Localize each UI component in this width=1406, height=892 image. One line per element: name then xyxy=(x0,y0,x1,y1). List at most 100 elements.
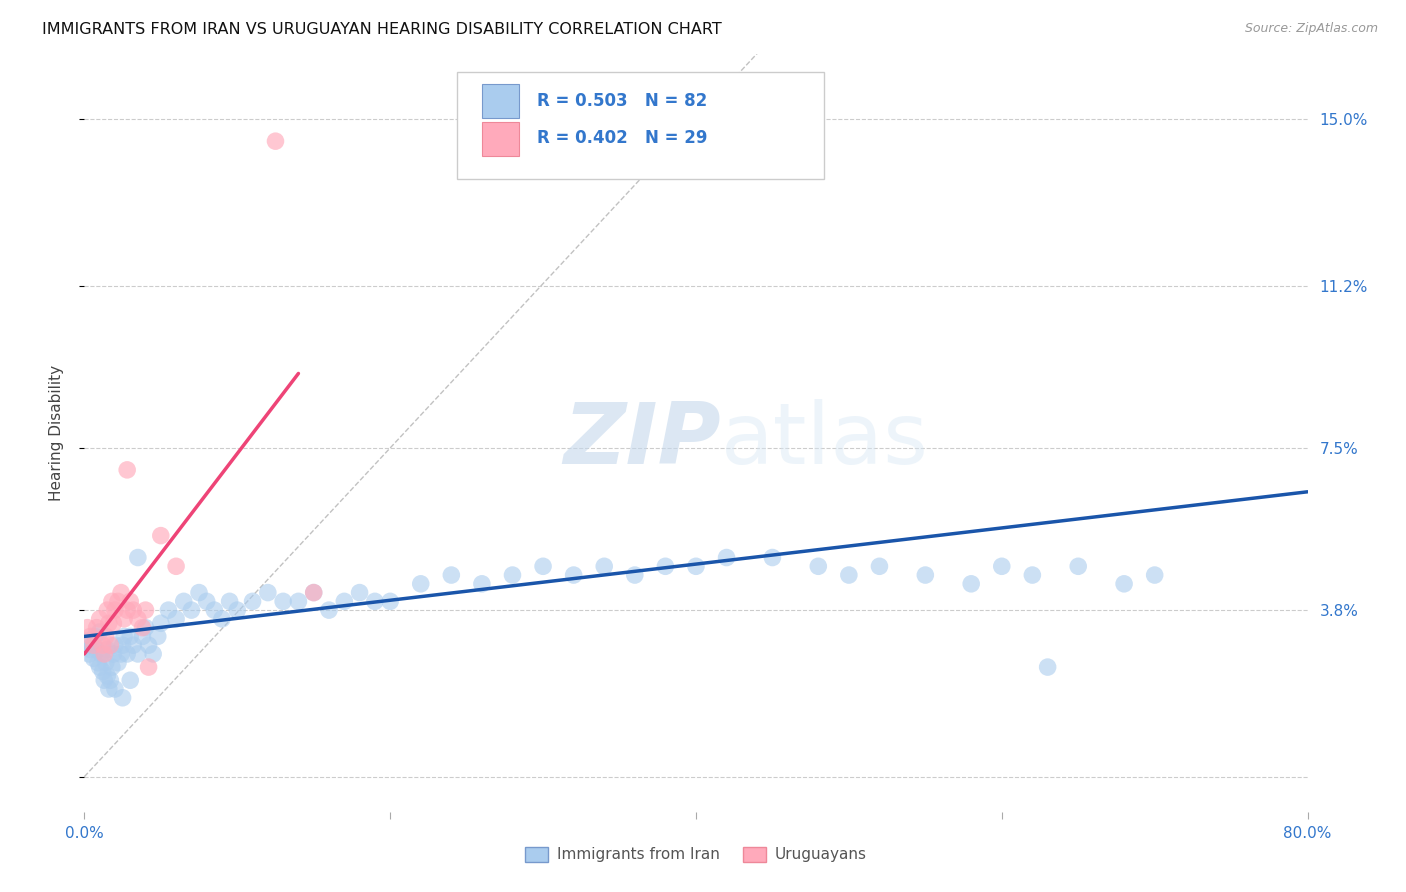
Point xyxy=(502,568,524,582)
Point xyxy=(165,559,187,574)
Point xyxy=(115,647,138,661)
Point xyxy=(180,603,202,617)
Point xyxy=(110,585,132,599)
Point xyxy=(86,642,108,657)
Point xyxy=(122,603,145,617)
Point xyxy=(89,660,111,674)
Point xyxy=(127,612,149,626)
Point xyxy=(654,559,676,574)
Point xyxy=(302,585,325,599)
FancyBboxPatch shape xyxy=(457,72,824,178)
Point xyxy=(103,647,125,661)
Point xyxy=(104,638,127,652)
Point xyxy=(195,594,218,608)
Point xyxy=(135,621,157,635)
Legend: Immigrants from Iran, Uruguayans: Immigrants from Iran, Uruguayans xyxy=(519,841,873,869)
Point xyxy=(101,660,124,674)
Point xyxy=(1143,568,1166,582)
Point xyxy=(111,690,134,705)
Point xyxy=(440,568,463,582)
Point xyxy=(409,577,432,591)
Point xyxy=(149,528,172,542)
Point xyxy=(120,629,142,643)
Point xyxy=(135,603,157,617)
Point xyxy=(991,559,1014,574)
FancyBboxPatch shape xyxy=(482,84,519,118)
Text: IMMIGRANTS FROM IRAN VS URUGUAYAN HEARING DISABILITY CORRELATION CHART: IMMIGRANTS FROM IRAN VS URUGUAYAN HEARIN… xyxy=(42,22,721,37)
Point xyxy=(318,603,340,617)
Point xyxy=(531,559,554,574)
Point xyxy=(89,612,111,626)
Point xyxy=(127,550,149,565)
Point xyxy=(112,612,135,626)
Point xyxy=(146,629,169,643)
Point xyxy=(104,603,127,617)
Point xyxy=(624,568,647,582)
Point xyxy=(97,616,120,631)
Point xyxy=(562,568,585,582)
Point xyxy=(77,647,100,661)
Point xyxy=(807,559,830,574)
Point xyxy=(103,616,125,631)
Point xyxy=(716,550,738,565)
Point xyxy=(115,603,138,617)
Point xyxy=(349,585,371,599)
Point xyxy=(218,594,240,608)
Point xyxy=(98,638,121,652)
Point xyxy=(149,616,172,631)
Point xyxy=(89,625,111,640)
Point xyxy=(107,656,129,670)
Point xyxy=(111,638,134,652)
Point xyxy=(287,594,309,608)
Point xyxy=(869,559,891,574)
Point xyxy=(83,638,105,652)
Point xyxy=(364,594,387,608)
Point xyxy=(1036,660,1059,674)
Point xyxy=(79,642,101,657)
Point xyxy=(94,656,117,670)
Point xyxy=(131,621,153,635)
Point xyxy=(131,629,153,643)
Point xyxy=(138,660,160,674)
Point xyxy=(120,594,142,608)
Point xyxy=(79,629,101,643)
Point xyxy=(1114,577,1136,591)
Point xyxy=(84,629,107,643)
Point xyxy=(271,594,294,608)
Point xyxy=(211,612,233,626)
Point xyxy=(685,559,707,574)
Point xyxy=(90,647,112,661)
Text: ZIP: ZIP xyxy=(562,399,720,482)
Point xyxy=(380,594,402,608)
Point xyxy=(1021,568,1043,582)
Point xyxy=(120,673,142,688)
Point xyxy=(761,550,783,565)
Y-axis label: Hearing Disability: Hearing Disability xyxy=(49,365,63,500)
Point xyxy=(87,656,110,670)
Point xyxy=(138,638,160,652)
Point xyxy=(94,629,117,643)
Point xyxy=(112,629,135,643)
Text: R = 0.402   N = 29: R = 0.402 N = 29 xyxy=(537,129,707,147)
Point xyxy=(157,603,180,617)
Point xyxy=(76,633,98,648)
Point xyxy=(98,673,121,688)
Point xyxy=(914,568,936,582)
Point xyxy=(226,603,249,617)
Point xyxy=(165,612,187,626)
FancyBboxPatch shape xyxy=(482,122,519,156)
Point xyxy=(173,594,195,608)
Point xyxy=(242,594,264,608)
Point xyxy=(264,134,287,148)
Point xyxy=(1067,559,1090,574)
Point xyxy=(86,621,108,635)
Point xyxy=(122,638,145,652)
Point xyxy=(104,681,127,696)
Point xyxy=(93,673,115,688)
Point xyxy=(127,647,149,661)
Point xyxy=(115,463,138,477)
Point xyxy=(76,621,98,635)
Point xyxy=(80,638,103,652)
Point xyxy=(97,681,120,696)
Text: atlas: atlas xyxy=(720,399,928,482)
